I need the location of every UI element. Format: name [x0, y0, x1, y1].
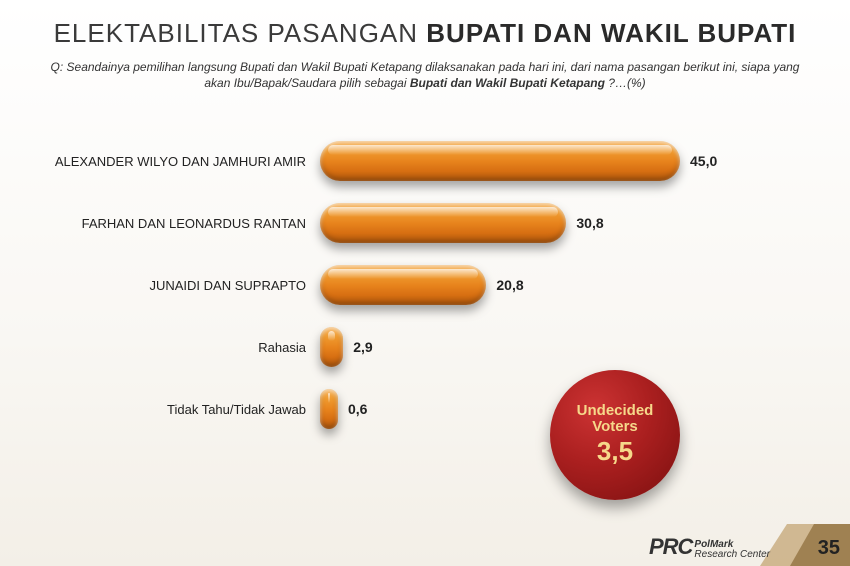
undecided-badge: Undecided Voters 3,5 — [550, 370, 680, 500]
undecided-subtitle: Voters — [592, 419, 638, 435]
chart-row: Rahasia 2,9 — [0, 316, 850, 378]
bar-value: 2,9 — [353, 339, 372, 355]
bar — [320, 141, 680, 181]
bar-label: Tidak Tahu/Tidak Jawab — [0, 402, 320, 417]
bar-wrap: 30,8 — [320, 203, 604, 243]
title-light: ELEKTABILITAS PASANGAN — [54, 18, 427, 48]
undecided-title: Undecided — [577, 403, 654, 419]
bar-chart: ALEXANDER WILYO DAN JAMHURI AMIR 45,0 FARH… — [0, 130, 850, 440]
undecided-value: 3,5 — [597, 436, 633, 467]
chart-row: ALEXANDER WILYO DAN JAMHURI AMIR 45,0 — [0, 130, 850, 192]
bar-value: 0,6 — [348, 401, 367, 417]
bar-value: 45,0 — [690, 153, 717, 169]
bar-label: Rahasia — [0, 340, 320, 355]
logo-sub: PolMark Research Center — [694, 540, 770, 560]
bar-wrap: 0,6 — [320, 389, 367, 429]
bar-value: 30,8 — [576, 215, 603, 231]
bar — [320, 203, 566, 243]
page-title: ELEKTABILITAS PASANGAN BUPATI DAN WAKIL … — [0, 0, 850, 49]
chart-row: FARHAN DAN LEONARDUS RANTAN 30,8 — [0, 192, 850, 254]
bar — [320, 327, 343, 367]
bar-wrap: 20,8 — [320, 265, 524, 305]
logo: PRC PolMark Research Center — [649, 534, 770, 560]
bar-wrap: 45,0 — [320, 141, 717, 181]
bar-wrap: 2,9 — [320, 327, 373, 367]
title-bold: BUPATI DAN WAKIL BUPATI — [426, 18, 796, 48]
logo-main: PRC — [649, 534, 692, 560]
bar-value: 20,8 — [496, 277, 523, 293]
chart-row: JUNAIDI DAN SUPRAPTO 20,8 — [0, 254, 850, 316]
chart-row: Tidak Tahu/Tidak Jawab 0,6 — [0, 378, 850, 440]
bar — [320, 265, 486, 305]
bar-label: FARHAN DAN LEONARDUS RANTAN — [0, 216, 320, 231]
logo-line2: Research Center — [694, 550, 770, 560]
bar-label: JUNAIDI DAN SUPRAPTO — [0, 278, 320, 293]
question-bold: Bupati dan Wakil Bupati Ketapang — [410, 76, 605, 90]
footer: PRC PolMark Research Center 35 — [0, 524, 850, 566]
question-text: Q: Seandainya pemilihan langsung Bupati … — [0, 49, 850, 91]
page-number: 35 — [818, 537, 840, 560]
question-suffix: ?…(%) — [605, 76, 646, 90]
bar — [320, 389, 338, 429]
bar-label: ALEXANDER WILYO DAN JAMHURI AMIR — [0, 154, 320, 169]
